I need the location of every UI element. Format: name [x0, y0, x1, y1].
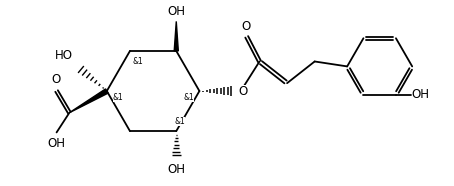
Text: &1: &1	[113, 93, 123, 102]
Text: O: O	[241, 20, 250, 33]
Text: OH: OH	[48, 137, 65, 150]
Text: O: O	[239, 84, 248, 97]
Text: &1: &1	[184, 93, 194, 102]
Text: OH: OH	[167, 5, 185, 18]
Text: OH: OH	[167, 163, 185, 176]
Text: OH: OH	[412, 88, 429, 101]
Text: O: O	[51, 73, 60, 86]
Text: HO: HO	[55, 49, 74, 62]
Text: &1: &1	[174, 117, 185, 126]
Text: &1: &1	[133, 57, 143, 66]
Polygon shape	[69, 89, 108, 113]
Polygon shape	[174, 21, 178, 51]
